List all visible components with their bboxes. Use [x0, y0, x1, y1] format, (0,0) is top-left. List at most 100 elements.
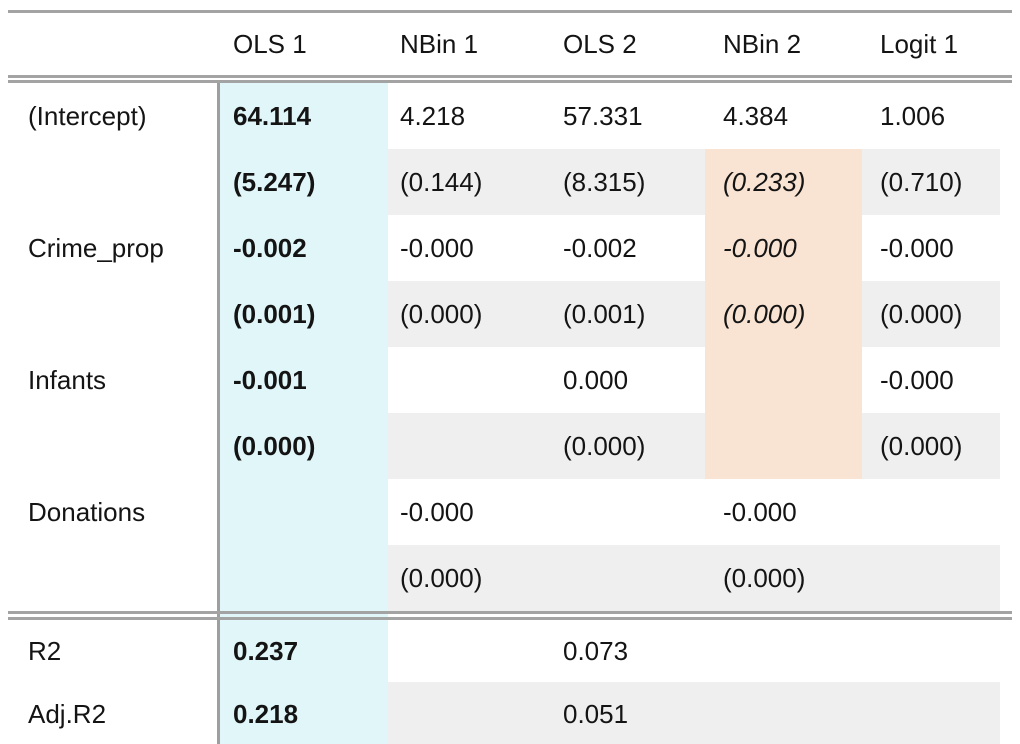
regression-table: OLS 1 NBin 1 OLS 2 NBin 2 Logit 1 (Intercept)… [0, 13, 1020, 744]
coef-cell-1: (0.000) [220, 413, 388, 479]
rule-segment-4 [705, 611, 862, 620]
right-margin-spacer [1000, 682, 1020, 744]
coef-cell-1: -0.002 [220, 215, 388, 281]
right-margin-spacer [1000, 479, 1020, 545]
coef-row-stderr: (0.000) (0.000) (0.000) [0, 413, 1020, 479]
coef-cell-2: (0.000) [388, 281, 550, 347]
gof-row: Adj.R2 0.218 0.051 [0, 682, 1020, 744]
gof-cell-4 [705, 682, 862, 744]
coef-cell-4 [705, 347, 862, 413]
coef-cell-4: (0.000) [705, 545, 862, 611]
coef-cell-3: (0.000) [550, 413, 705, 479]
coef-cell-2: -0.000 [400, 233, 474, 263]
column-header-logit-1: Logit 1 [880, 29, 959, 59]
coef-cell-3: 57.331 [563, 101, 643, 131]
right-margin-spacer [1000, 347, 1020, 413]
header-double-rule [8, 75, 1012, 83]
coef-cell-5 [862, 479, 1000, 545]
right-margin-spacer [1000, 545, 1020, 611]
row-label [0, 149, 220, 215]
rule-segment-3 [550, 611, 705, 620]
rule-segment-5 [862, 611, 1000, 620]
column-header-nbin-2: NBin 2 [723, 29, 802, 59]
coef-cell-5 [862, 545, 1000, 611]
right-margin-spacer [1000, 611, 1020, 620]
header-empty-corner [0, 13, 220, 75]
gof-cell-3: 0.073 [563, 636, 629, 666]
coef-cell-2 [388, 347, 550, 413]
coef-cell-2: -0.000 [400, 497, 474, 527]
right-margin-spacer [1000, 281, 1020, 347]
gof-cell-1: 0.218 [220, 682, 388, 744]
gof-cell-2 [388, 682, 550, 744]
coef-cell-1: (5.247) [220, 149, 388, 215]
coef-cell-5: -0.000 [880, 233, 954, 263]
gof-cell-1: 0.237 [220, 620, 388, 682]
column-header-nbin-1: NBin 1 [400, 29, 479, 59]
coef-cell-5: (0.000) [862, 281, 1000, 347]
coef-cell-5: (0.000) [862, 413, 1000, 479]
rule-segment [0, 611, 220, 620]
coef-cell-3: (8.315) [550, 149, 705, 215]
coef-cell-2: (0.144) [388, 149, 550, 215]
coef-row-estimate: Infants -0.001 0.000 -0.000 [0, 347, 1020, 413]
top-rule [8, 10, 1012, 13]
coef-row-stderr: (0.001) (0.000) (0.001) (0.000) (0.000) [0, 281, 1020, 347]
gof-label: Adj.R2 [0, 682, 220, 744]
row-label [0, 413, 220, 479]
coef-cell-3: (0.001) [550, 281, 705, 347]
right-margin-spacer [1000, 83, 1020, 149]
row-label: Donations [0, 479, 220, 545]
coef-cell-1 [220, 479, 388, 545]
row-label: Infants [0, 347, 220, 413]
coef-cell-1: (0.001) [220, 281, 388, 347]
row-label [0, 545, 220, 611]
rule-segment-1 [220, 611, 388, 620]
coef-cell-3 [550, 545, 705, 611]
coef-cell-1: 64.114 [220, 83, 388, 149]
coef-row-stderr: (0.000) (0.000) [0, 545, 1020, 611]
coef-cell-3: -0.002 [563, 233, 637, 263]
row-label [0, 281, 220, 347]
table-header-row: OLS 1 NBin 1 OLS 2 NBin 2 Logit 1 [0, 13, 1020, 75]
gof-cell-5 [862, 620, 1000, 682]
coef-cell-3 [550, 479, 705, 545]
coef-cell-4 [705, 413, 862, 479]
gof-label: R2 [0, 620, 220, 682]
coef-row-estimate: Crime_prop -0.002 -0.000 -0.002 -0.000 -0.000 [0, 215, 1020, 281]
column-header-ols-2: OLS 2 [563, 29, 637, 59]
gof-cell-2 [388, 620, 550, 682]
gof-row: R2 0.237 0.073 [0, 620, 1020, 682]
coef-cell-1 [220, 545, 388, 611]
right-margin-spacer [1000, 215, 1020, 281]
right-margin-spacer [1000, 620, 1020, 682]
coef-row-estimate: (Intercept) 64.114 4.218 57.331 4.384 1.006 [0, 83, 1020, 149]
coef-cell-4: 4.384 [723, 101, 789, 131]
gof-cell-4 [705, 620, 862, 682]
coef-cell-2: 4.218 [400, 101, 466, 131]
coef-cell-5: (0.710) [862, 149, 1000, 215]
right-margin-spacer [1000, 149, 1020, 215]
coef-cell-2: (0.000) [388, 545, 550, 611]
gof-cell-5 [862, 682, 1000, 744]
gof-double-rule [0, 611, 1020, 620]
row-label: Crime_prop [0, 215, 220, 281]
right-margin-spacer [1000, 413, 1020, 479]
coef-cell-4: -0.000 [705, 215, 862, 281]
column-header-ols-1: OLS 1 [233, 29, 307, 59]
gof-cell-3: 0.051 [550, 682, 705, 744]
coef-cell-4: -0.000 [723, 497, 797, 527]
coef-cell-4: (0.000) [705, 281, 862, 347]
coef-cell-4: (0.233) [705, 149, 862, 215]
right-margin-spacer [1000, 13, 1020, 75]
coef-cell-1: -0.001 [220, 347, 388, 413]
coef-cell-5: 1.006 [880, 101, 946, 131]
coef-cell-2 [388, 413, 550, 479]
coef-cell-5: -0.000 [880, 365, 954, 395]
coef-cell-3: 0.000 [563, 365, 629, 395]
rule-segment-2 [388, 611, 550, 620]
coef-row-stderr: (5.247) (0.144) (8.315) (0.233) (0.710) [0, 149, 1020, 215]
row-label: (Intercept) [0, 83, 220, 149]
coef-row-estimate: Donations -0.000 -0.000 [0, 479, 1020, 545]
